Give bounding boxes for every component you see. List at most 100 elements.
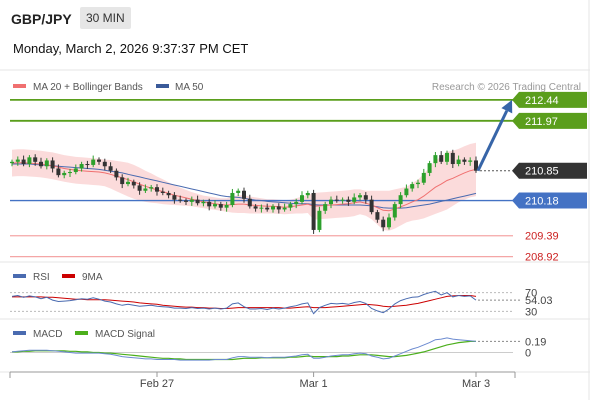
ma20-legend-label: MA 20 + Bollinger Bands: [33, 82, 143, 93]
candle: [195, 195, 200, 206]
macd-legend-swatch: [13, 331, 26, 335]
candle-body: [404, 188, 409, 196]
price-tag-pivot: 210.18: [525, 196, 559, 208]
candle: [468, 157, 473, 166]
candle-body: [33, 157, 38, 162]
candle-body: [392, 204, 397, 218]
macd-value-label: 0.19: [525, 336, 546, 348]
price-tag-resistance-bg: [512, 91, 587, 108]
candle-body: [311, 192, 316, 230]
candle-body: [131, 181, 136, 186]
candle: [462, 157, 467, 165]
candle: [358, 192, 362, 201]
price-tag-resistance: 211.97: [525, 116, 558, 128]
candle-body: [450, 152, 455, 165]
candle: [213, 200, 217, 209]
candle-body: [126, 181, 130, 185]
candle-body: [381, 219, 386, 228]
candle: [68, 168, 72, 177]
macd-panel: 00.19: [10, 336, 546, 361]
candle: [282, 203, 287, 212]
candle-body: [85, 164, 90, 166]
candle-body: [15, 159, 20, 162]
candle-body: [195, 199, 200, 204]
candle-body: [10, 161, 14, 164]
candle-body: [178, 199, 183, 201]
ma20-legend-swatch: [13, 84, 26, 88]
candle: [137, 182, 142, 195]
candle: [236, 188, 241, 197]
x-tick-label: Mar 3: [462, 378, 490, 390]
x-tick-label: Feb 27: [140, 378, 174, 390]
candle: [207, 198, 212, 211]
candle-body: [363, 195, 368, 200]
candle: [404, 184, 409, 198]
candle: [311, 189, 316, 234]
candle: [323, 201, 328, 214]
candle: [421, 168, 426, 185]
candle: [288, 201, 293, 211]
candle-body: [143, 188, 148, 191]
candle: [300, 191, 304, 205]
candle: [114, 168, 119, 181]
bollinger-band: [12, 142, 476, 231]
candle-body: [369, 199, 374, 213]
candle: [97, 157, 101, 165]
candle: [329, 196, 333, 209]
candle-body: [398, 195, 403, 205]
candle: [375, 209, 380, 223]
candle: [62, 170, 67, 179]
candle-body: [421, 172, 426, 183]
rsi-line: [11, 290, 477, 315]
candle: [201, 199, 206, 207]
macd-signal-legend-label: MACD Signal: [95, 329, 155, 340]
candle: [126, 177, 130, 187]
candle-body: [184, 200, 188, 202]
candle: [294, 198, 299, 209]
candle: [352, 193, 357, 205]
candle: [334, 195, 339, 203]
candle: [363, 192, 368, 204]
candle: [317, 206, 322, 233]
candle: [172, 192, 177, 204]
timeframe-badge[interactable]: 30 MIN: [80, 7, 131, 29]
candle: [230, 188, 235, 208]
bollinger-band-fill: [12, 142, 476, 231]
candle: [247, 194, 252, 209]
source-credit: Research © 2026 Trading Central: [432, 82, 581, 93]
macd-legend-label: MACD: [33, 329, 62, 340]
ma50-legend-label: MA 50: [175, 82, 204, 93]
candle-body: [305, 192, 310, 196]
candle-body: [346, 199, 351, 202]
candle-body: [172, 195, 177, 200]
candle: [224, 201, 229, 212]
candle-body: [68, 172, 72, 174]
candle: [160, 187, 165, 196]
candle: [102, 158, 107, 171]
candle-body: [456, 159, 461, 165]
candle-body: [340, 199, 345, 201]
candle: [33, 154, 38, 166]
macd-tick-label: 0: [525, 348, 531, 360]
candle-body: [73, 168, 78, 173]
candle: [276, 203, 281, 214]
candle-body: [334, 199, 339, 201]
candles: [10, 149, 478, 234]
candle-body: [242, 190, 246, 199]
candle: [27, 155, 32, 168]
candle-body: [166, 192, 171, 196]
candle: [242, 187, 246, 203]
candle: [439, 151, 444, 165]
candle-body: [433, 155, 438, 164]
candle: [410, 181, 415, 192]
candle: [445, 150, 449, 165]
symbol-title: GBP/JPY: [11, 11, 72, 27]
candle-body: [102, 161, 107, 167]
candle-body: [387, 217, 391, 228]
candle: [120, 174, 125, 189]
candle-body: [288, 204, 293, 208]
candle-body: [39, 161, 43, 167]
candle-body: [97, 159, 101, 162]
candle-body: [329, 199, 333, 205]
forecast-arrow: [476, 99, 513, 172]
